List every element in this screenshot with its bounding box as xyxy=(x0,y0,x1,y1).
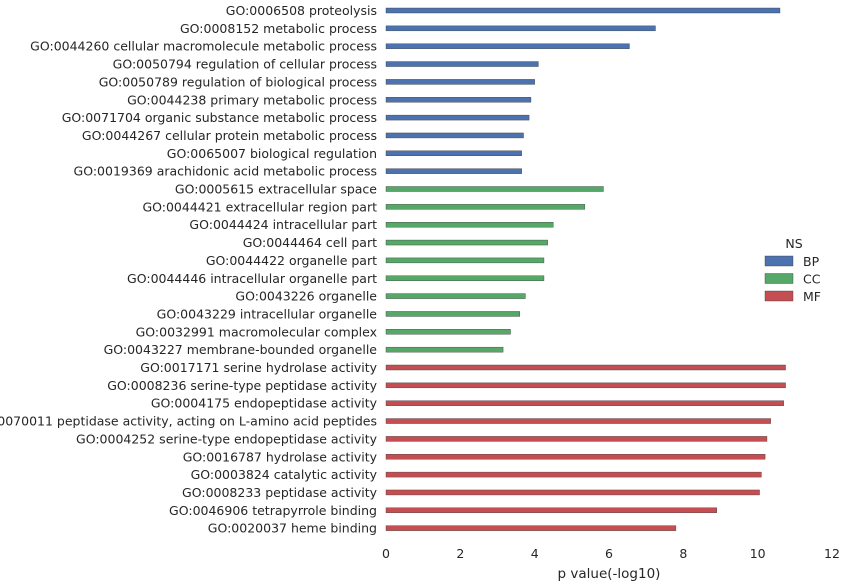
bar-mf-27 xyxy=(385,489,760,496)
legend-label-cc: CC xyxy=(803,272,821,287)
legend-label-mf: MF xyxy=(803,289,821,304)
bar-bp-8 xyxy=(385,150,522,157)
bar-mf-29 xyxy=(385,525,677,531)
bar-cc-13 xyxy=(385,239,548,246)
category-labels: GO:0006508 proteolysis GO:0008152 metabol… xyxy=(0,3,378,536)
bar-bp-5 xyxy=(385,97,532,103)
category-label: GO:0019369 arachidonic acid metabolic pr… xyxy=(74,164,377,179)
x-axis-title: p value(-log10) xyxy=(558,566,661,582)
x-tick-label: 4 xyxy=(531,546,539,561)
category-label: GO:0070011 peptidase activity, acting on… xyxy=(0,414,377,429)
category-label: GO:0044422 organelle part xyxy=(206,253,377,268)
legend-swatch-bp xyxy=(764,255,794,267)
bar-bp-2 xyxy=(385,43,630,49)
category-label: GO:0050794 regulation of cellular proces… xyxy=(113,57,377,72)
category-label: GO:0043229 intracellular organelle xyxy=(157,306,378,321)
category-label: GO:0044446 intracellular organelle part xyxy=(127,271,377,286)
category-label: GO:0044260 cellular macromolecule metabo… xyxy=(30,39,377,54)
bar-cc-18 xyxy=(385,329,511,335)
category-label: GO:0005615 extracellular space xyxy=(175,182,377,197)
category-label: GO:0008233 peptidase activity xyxy=(182,485,378,500)
category-label: GO:0043227 membrane-bounded organelle xyxy=(104,342,378,357)
bar-bp-1 xyxy=(385,25,656,32)
x-tick-label: 6 xyxy=(605,546,613,561)
x-tick-label: 10 xyxy=(750,546,766,561)
legend-entries: BP CC MF xyxy=(764,254,821,304)
x-tick-label: 0 xyxy=(382,546,390,561)
bar-bp-7 xyxy=(385,132,524,139)
category-label: GO:0044238 primary metabolic process xyxy=(127,92,377,107)
bar-bp-3 xyxy=(385,61,539,67)
bar-bp-0 xyxy=(385,7,781,14)
legend-swatch-mf xyxy=(764,290,794,302)
bar-cc-19 xyxy=(385,346,504,353)
x-tick-label: 2 xyxy=(456,546,464,561)
category-label: GO:0044267 cellular protein metabolic pr… xyxy=(82,128,377,143)
category-label: GO:0046906 tetrapyrrole binding xyxy=(169,503,377,518)
bar-mf-20 xyxy=(385,364,786,371)
bar-mf-21 xyxy=(385,382,786,389)
legend-swatch-cc xyxy=(764,273,794,284)
bar-mf-24 xyxy=(385,436,768,442)
bar-cc-12 xyxy=(385,221,554,228)
bar-mf-22 xyxy=(385,400,784,406)
bar-mf-23 xyxy=(385,418,771,424)
legend-title: NS xyxy=(785,236,802,251)
bar-cc-14 xyxy=(385,257,545,264)
bar-mf-28 xyxy=(385,507,717,513)
category-label: GO:0043226 organelle xyxy=(235,289,377,304)
category-label: GO:0016787 hydrolase activity xyxy=(183,449,378,464)
category-label: GO:0065007 biological regulation xyxy=(167,146,377,161)
bar-cc-16 xyxy=(385,293,526,299)
bar-mf-26 xyxy=(385,471,762,478)
category-label: GO:0003824 catalytic activity xyxy=(191,467,378,482)
category-label: GO:0071704 organic substance metabolic p… xyxy=(62,110,377,125)
category-label: GO:0044424 intracellular part xyxy=(189,217,377,232)
category-label: GO:0004175 endopeptidase activity xyxy=(151,396,378,411)
x-tick-label: 12 xyxy=(824,546,840,561)
x-axis-ticks: 0 2 4 6 8 10 12 xyxy=(382,546,840,561)
bar-bp-9 xyxy=(385,168,522,174)
legend: NS BP CC MF xyxy=(764,236,821,304)
bar-bp-4 xyxy=(385,79,535,85)
bar-mf-25 xyxy=(385,454,766,460)
bar-bp-6 xyxy=(385,114,530,121)
category-label: GO:0006508 proteolysis xyxy=(226,3,377,18)
bar-cc-17 xyxy=(385,311,521,317)
bar-cc-15 xyxy=(385,275,545,281)
category-label: GO:0020037 heme binding xyxy=(208,521,377,536)
legend-label-bp: BP xyxy=(803,254,820,269)
category-label: GO:0032991 macromolecular complex xyxy=(136,324,377,339)
category-label: GO:0044421 extracellular region part xyxy=(142,199,377,214)
bars xyxy=(385,7,786,531)
bar-cc-11 xyxy=(385,204,586,210)
category-label: GO:0004252 serine-type endopeptidase act… xyxy=(76,431,378,446)
category-label: GO:0044464 cell part xyxy=(243,235,377,250)
category-label: GO:0017171 serine hydrolase activity xyxy=(140,360,377,375)
category-label: GO:0050789 regulation of biological proc… xyxy=(99,74,377,89)
category-label: GO:0008236 serine-type peptidase activit… xyxy=(107,378,377,393)
bar-cc-10 xyxy=(385,186,604,192)
x-tick-label: 8 xyxy=(679,546,687,561)
category-label: GO:0008152 metabolic process xyxy=(180,21,377,36)
